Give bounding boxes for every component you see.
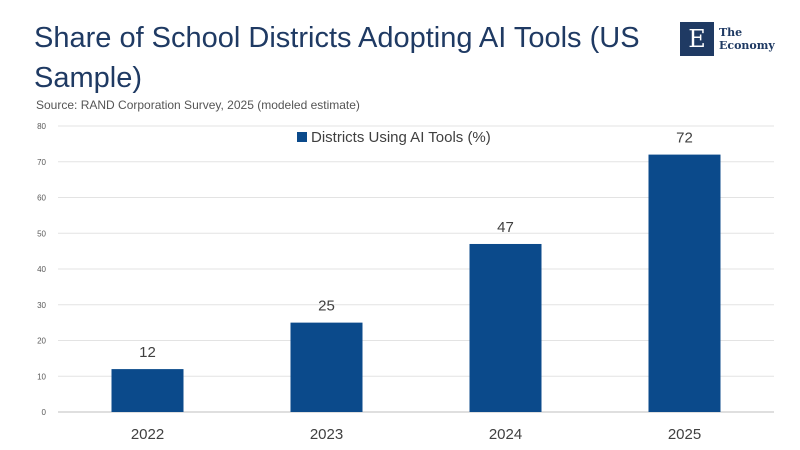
chart-subtitle: Source: RAND Corporation Survey, 2025 (m…	[36, 98, 360, 112]
legend-swatch	[297, 132, 307, 142]
y-tick-label: 50	[37, 229, 46, 238]
legend: Districts Using AI Tools (%)	[297, 129, 491, 146]
bar-2023	[290, 322, 363, 412]
y-axis-ticks: 0 10 20 30 40 50 60 70 80	[37, 122, 46, 417]
data-label-2025: 72	[676, 130, 693, 147]
y-tick-label: 40	[37, 265, 46, 274]
brand-logo: E The Economy	[680, 22, 775, 56]
data-label-2023: 25	[318, 298, 335, 315]
y-tick-label: 30	[37, 301, 46, 310]
bar-2022	[111, 369, 184, 412]
bars	[111, 154, 721, 412]
bar-2025	[648, 154, 721, 412]
data-label-2022: 12	[139, 344, 156, 361]
logo-text: The Economy	[719, 26, 775, 52]
logo-line-1: The	[719, 26, 743, 39]
x-tick-label-2024: 2024	[489, 426, 522, 443]
data-labels: 12 25 47 72	[139, 130, 693, 362]
data-label-2024: 47	[497, 219, 514, 236]
logo-line-2: Economy	[719, 39, 775, 52]
bar-2024	[469, 243, 542, 412]
x-tick-label-2022: 2022	[131, 426, 164, 443]
y-tick-label: 20	[37, 337, 46, 346]
y-tick-label: 80	[37, 122, 46, 131]
y-tick-label: 70	[37, 158, 46, 167]
y-tick-label: 60	[37, 194, 46, 203]
y-tick-label: 10	[37, 372, 46, 381]
y-tick-label: 0	[42, 408, 47, 417]
x-axis-categories: 2022 2023 2024 2025	[131, 426, 701, 443]
chart-title: Share of School Districts Adopting AI To…	[34, 22, 640, 94]
logo-mark-icon: E	[680, 22, 714, 56]
x-tick-label-2025: 2025	[668, 426, 701, 443]
legend-label: Districts Using AI Tools (%)	[311, 129, 491, 146]
x-tick-label-2023: 2023	[310, 426, 343, 443]
